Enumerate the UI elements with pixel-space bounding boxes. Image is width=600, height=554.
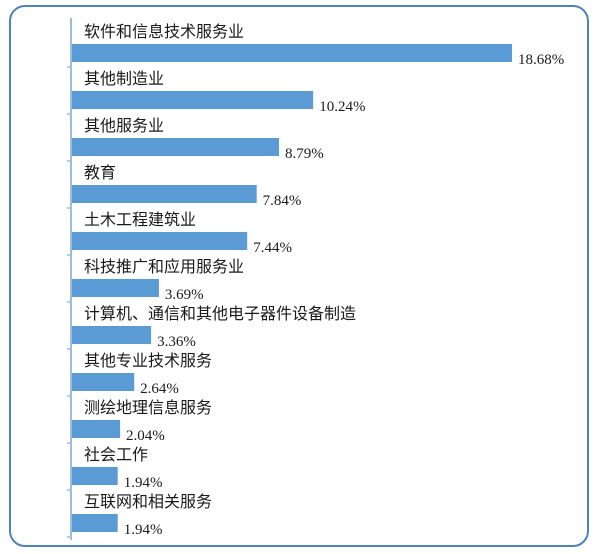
value-label: 18.68% (518, 52, 564, 68)
value-label: 2.64% (140, 381, 179, 397)
value-label: 3.36% (157, 334, 196, 350)
bar (72, 420, 121, 438)
category-label: 其他专业技术服务 (84, 351, 212, 370)
category-label: 计算机、通信和其他电子器件设备制造 (84, 304, 356, 323)
category-label: 测绘地理信息服务 (84, 398, 212, 417)
bar (72, 185, 257, 203)
category-label: 其他服务业 (84, 116, 164, 135)
bar (72, 138, 279, 156)
category-label: 互联网和相关服务 (84, 492, 212, 511)
bar (72, 91, 314, 109)
category-label: 土木工程建筑业 (84, 210, 196, 229)
category-label: 软件和信息技术服务业 (84, 22, 244, 41)
value-label: 7.44% (253, 240, 292, 256)
value-label: 10.24% (319, 99, 365, 115)
category-label: 科技推广和应用服务业 (84, 257, 244, 276)
value-label: 8.79% (285, 146, 324, 162)
bar (72, 44, 512, 62)
value-label: 3.69% (165, 287, 204, 303)
value-label: 1.94% (124, 475, 163, 491)
value-label: 7.84% (263, 193, 302, 209)
category-label: 教育 (84, 163, 116, 182)
bar (72, 279, 159, 297)
bar (72, 467, 118, 485)
value-label: 1.94% (124, 522, 163, 538)
bar (72, 232, 248, 250)
value-label: 2.04% (126, 428, 165, 444)
category-label: 社会工作 (84, 445, 148, 464)
bar (72, 373, 135, 391)
category-label: 其他制造业 (84, 69, 164, 88)
bar (72, 326, 152, 344)
bar (72, 514, 118, 532)
